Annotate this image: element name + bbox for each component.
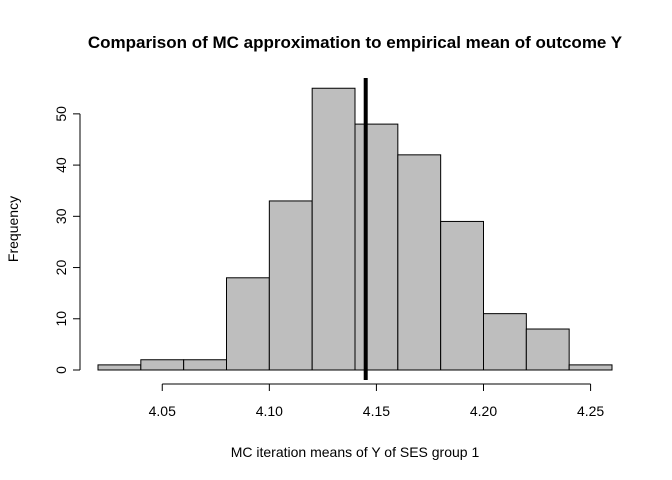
histogram-bar <box>311 87 356 371</box>
x-tick-label: 4.15 <box>363 403 390 419</box>
chart-title: Comparison of MC approximation to empiri… <box>88 33 623 52</box>
x-tick-label: 4.10 <box>256 403 283 419</box>
y-tick-label: 10 <box>53 311 69 327</box>
histogram-bar <box>183 359 228 371</box>
histogram-bar <box>354 123 399 371</box>
y-tick-label: 30 <box>53 208 69 224</box>
x-tick-label: 4.20 <box>470 403 497 419</box>
y-tick-label: 0 <box>53 366 69 374</box>
x-axis-label: MC iteration means of Y of SES group 1 <box>231 444 480 460</box>
histogram-bar <box>397 154 442 371</box>
x-tick-label: 4.25 <box>577 403 604 419</box>
histogram-bar <box>525 328 570 371</box>
y-tick-label: 20 <box>53 260 69 276</box>
y-tick-label: 50 <box>53 106 69 122</box>
histogram-bars <box>97 87 613 371</box>
y-axis: 0 10 20 30 40 50 <box>53 106 81 374</box>
histogram-bar <box>568 364 613 371</box>
histogram-bar <box>140 359 185 371</box>
histogram-bar <box>226 277 270 371</box>
histogram-bar <box>440 220 484 371</box>
histogram-bar <box>268 200 313 371</box>
histogram-bar <box>483 313 527 371</box>
histogram-bar <box>97 364 142 371</box>
y-tick-label: 40 <box>53 157 69 173</box>
x-tick-label: 4.05 <box>149 403 176 419</box>
y-axis-label: Frequency <box>5 196 21 262</box>
x-axis: 4.05 4.10 4.15 4.20 4.25 <box>149 383 604 419</box>
